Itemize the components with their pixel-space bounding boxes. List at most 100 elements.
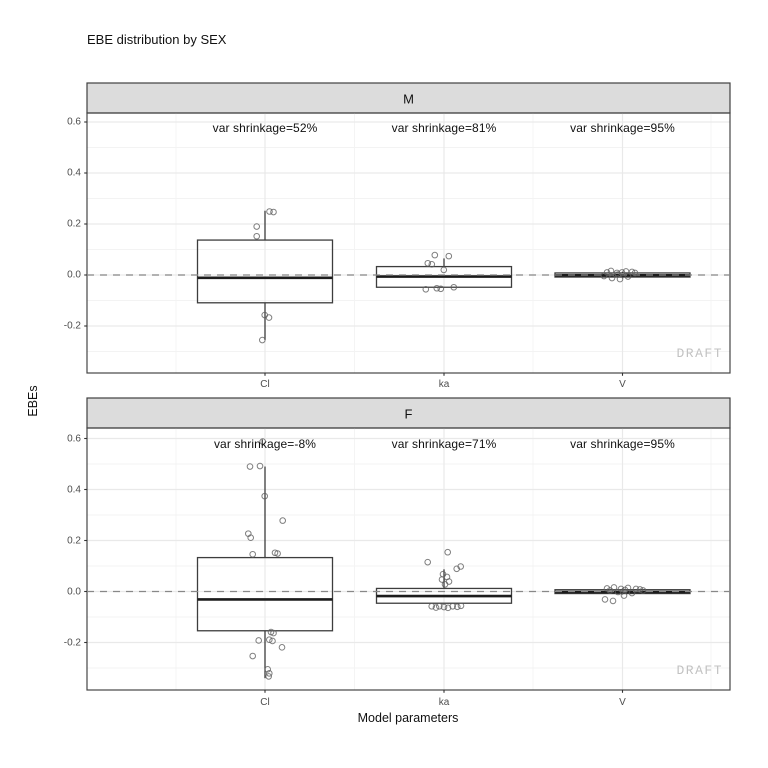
jitter-point <box>266 208 273 215</box>
y-tick-label: -0.2 <box>63 637 81 648</box>
jitter-point <box>453 565 461 573</box>
jitter-point <box>249 550 256 558</box>
jitter-point <box>441 581 449 588</box>
jitter-point <box>444 548 452 556</box>
facet-strip-label: M <box>403 91 414 107</box>
jitter-point <box>439 570 447 578</box>
jitter-point <box>246 463 254 470</box>
jitter-point <box>269 637 276 645</box>
jitter-point <box>617 585 625 593</box>
jitter-point <box>609 597 617 605</box>
jitter-point <box>628 589 636 597</box>
y-tick-label: 0.6 <box>67 433 81 444</box>
jitter-point <box>274 550 281 557</box>
jitter-point <box>440 603 448 611</box>
jitter-point <box>457 602 465 610</box>
shrinkage-annotation: var shrinkage=81% <box>391 120 497 135</box>
shrinkage-annotation: var shrinkage=95% <box>570 120 675 135</box>
jitter-point <box>624 273 632 280</box>
jitter-point <box>618 269 626 276</box>
y-tick-label: 0.6 <box>67 116 81 128</box>
jitter-point <box>449 602 457 610</box>
facet-strip-label: F <box>404 406 413 422</box>
chart-title: EBE distribution by SEX <box>87 32 227 47</box>
jitter-point <box>632 585 640 593</box>
jitter-point <box>433 284 441 292</box>
y-tick-label: 0.4 <box>67 484 81 495</box>
jitter-point <box>445 252 453 260</box>
jitter-point <box>624 584 632 592</box>
jitter-point <box>278 644 286 651</box>
jitter-point <box>265 673 273 680</box>
x-tick-label: V <box>619 697 626 708</box>
jitter-point <box>636 586 644 593</box>
jitter-point <box>436 602 443 610</box>
shrinkage-annotation: var shrinkage=-8% <box>213 437 317 452</box>
jitter-point <box>265 314 273 321</box>
x-tick-label: V <box>619 379 626 390</box>
y-tick-label: 0.4 <box>67 167 81 179</box>
y-tick-label: 0.2 <box>67 535 81 546</box>
shrinkage-annotation: var shrinkage=95% <box>570 437 675 452</box>
shrinkage-annotation: var shrinkage=52% <box>212 120 318 135</box>
jitter-point <box>628 268 636 276</box>
jitter-point <box>614 271 622 278</box>
jitter-point <box>428 260 436 268</box>
jitter-point <box>438 576 446 583</box>
jitter-point <box>424 558 432 566</box>
jitter-point <box>279 517 287 524</box>
y-tick-label: 0.0 <box>67 586 81 597</box>
x-tick-label: ka <box>438 697 450 708</box>
jitter-point <box>454 603 461 611</box>
y-axis-title: EBEs <box>26 385 40 417</box>
jitter-point <box>424 259 432 267</box>
draft-watermark: DRAFT <box>676 663 723 678</box>
jitter-point <box>437 285 445 293</box>
jitter-point <box>608 274 616 282</box>
jitter-point <box>428 602 436 610</box>
jitter-point <box>422 285 430 293</box>
jitter-point <box>613 269 621 277</box>
y-tick-label: -0.2 <box>63 320 81 332</box>
x-tick-label: Cl <box>260 697 270 708</box>
facet-strip <box>86 82 731 114</box>
jitter-point <box>270 208 277 216</box>
shrinkage-annotation: var shrinkage=71% <box>391 437 497 452</box>
jitter-point <box>266 636 273 643</box>
jitter-point <box>607 267 615 275</box>
x-tick-label: ka <box>438 379 450 390</box>
x-tick-label: Cl <box>260 379 270 390</box>
jitter-point <box>620 592 628 599</box>
box <box>196 556 334 632</box>
jitter-point <box>256 462 264 470</box>
jitter-point <box>270 629 277 637</box>
facet-strip <box>86 397 731 429</box>
jitter-point <box>259 438 267 445</box>
jitter-point <box>261 492 269 500</box>
jitter-point <box>259 336 266 344</box>
jitter-point <box>639 587 647 594</box>
y-tick-label: 0.2 <box>67 218 81 230</box>
box <box>196 239 334 304</box>
jitter-point <box>255 637 263 644</box>
jitter-point <box>440 266 448 274</box>
panel-border <box>86 112 731 374</box>
jitter-point <box>271 549 279 557</box>
jitter-point <box>431 251 439 259</box>
jitter-point <box>601 596 609 603</box>
y-tick-label: 0.0 <box>67 269 81 281</box>
jitter-point <box>253 223 261 230</box>
jitter-point <box>264 665 272 673</box>
jitter-point <box>603 269 611 276</box>
jitter-point <box>450 283 458 291</box>
panel-border <box>86 427 731 691</box>
jitter-point <box>445 578 453 585</box>
jitter-point <box>253 232 261 240</box>
jitter-point <box>631 269 639 277</box>
jitter-point <box>610 584 618 591</box>
draft-watermark: DRAFT <box>676 346 723 361</box>
jitter-point <box>247 534 254 541</box>
jitter-point <box>266 670 273 677</box>
